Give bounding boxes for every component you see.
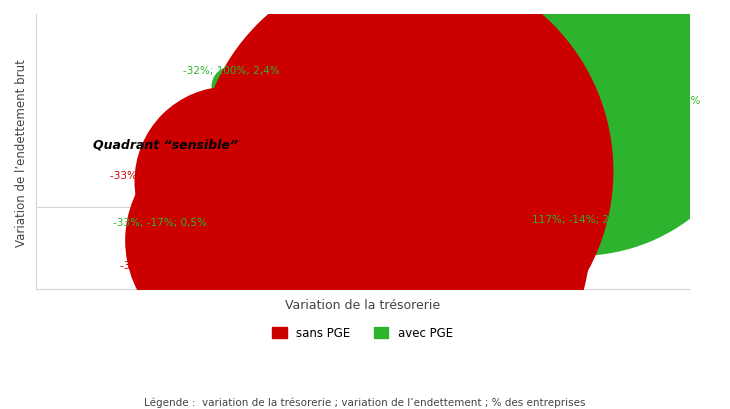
Point — [223, 225, 235, 231]
Text: Légende :  variation de la trésorerie ; variation de l’endettement ; % des entre: Légende : variation de la trésorerie ; v… — [145, 396, 585, 407]
Point — [507, 221, 519, 228]
Text: -32%; 100%; 2,4%: -32%; 100%; 2,4% — [182, 66, 280, 76]
Point — [227, 237, 239, 244]
Text: -33%; 22%; 11,4%: -33%; 22%; 11,4% — [110, 171, 207, 181]
Point — [573, 70, 585, 76]
Point — [384, 235, 396, 241]
Text: Quadrant “sensible”: Quadrant “sensible” — [93, 139, 238, 152]
Point — [399, 169, 411, 175]
Point — [223, 178, 235, 184]
X-axis label: Variation de la trésorerie: Variation de la trésorerie — [285, 298, 440, 311]
Text: 152%; 112%; 22%: 152%; 112%; 22% — [604, 96, 700, 106]
Text: 52%; -25%; 24%: 52%; -25%; 24% — [396, 263, 483, 273]
Legend: sans PGE, avec PGE: sans PGE, avec PGE — [268, 322, 458, 344]
Y-axis label: Variation de l’endettement brut: Variation de l’endettement brut — [15, 58, 28, 246]
Text: -33%; -17%; 0,5%: -33%; -17%; 0,5% — [113, 218, 207, 228]
Text: 117%; -14%; 2%: 117%; -14%; 2% — [532, 214, 619, 224]
Point — [226, 84, 237, 90]
Text: -31%; -27%; 13%: -31%; -27%; 13% — [120, 260, 211, 270]
Text: 60%; 30%; 25%: 60%; 30%; 25% — [436, 166, 518, 177]
